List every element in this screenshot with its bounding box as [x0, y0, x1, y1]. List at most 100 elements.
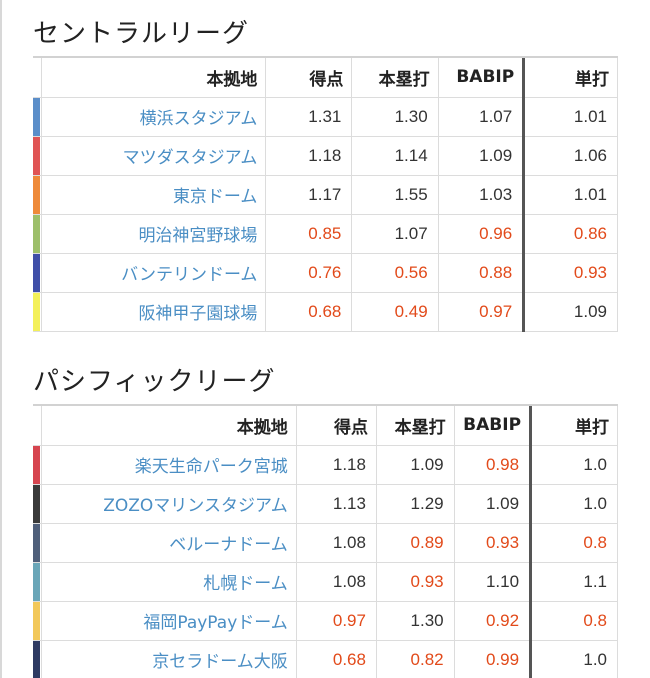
babip-value: 1.09	[438, 136, 526, 176]
runs-value: 0.68	[296, 640, 377, 678]
team-color-cell	[33, 640, 43, 678]
stadium-name-link[interactable]: バンテリンドーム	[41, 253, 267, 293]
header-runs[interactable]: 得点	[296, 406, 377, 446]
stadium-name-link[interactable]: 阪神甲子園球場	[41, 292, 267, 332]
singles-value: 1.0	[530, 640, 618, 678]
runs-value: 1.13	[296, 484, 377, 524]
team-color-cell	[33, 97, 43, 137]
stadium-name-link[interactable]: 明治神宮野球場	[41, 214, 267, 254]
singles-value: 1.1	[530, 562, 618, 602]
runs-value: 1.08	[296, 523, 377, 563]
team-color-cell	[33, 562, 43, 602]
runs-value: 1.18	[265, 136, 353, 176]
home-runs-value: 1.29	[376, 484, 455, 524]
runs-value: 0.97	[296, 601, 377, 641]
table-row[interactable]: 楽天生命パーク宮城 1.18 1.09 0.98 1.0	[33, 445, 618, 485]
stadium-name-link[interactable]: 京セラドーム大阪	[41, 640, 297, 678]
stadium-name-link[interactable]: ZOZOマリンスタジアム	[41, 484, 297, 524]
singles-value: 0.8	[530, 601, 618, 641]
singles-value: 1.06	[523, 136, 618, 176]
pacific-league-section: パシフィックリーグ 本拠地 得点 本塁打 BABIP 単打 楽天生命パーク宮城 1…	[33, 364, 650, 678]
central-league-title: セントラルリーグ	[33, 19, 250, 49]
pacific-league-table: 本拠地 得点 本塁打 BABIP 単打 楽天生命パーク宮城 1.18 1.09 0.9…	[33, 406, 618, 678]
babip-value: 0.98	[454, 445, 533, 485]
babip-value: 0.92	[454, 601, 533, 641]
team-color-swatch	[33, 562, 40, 600]
central-league-table-container[interactable]: 本拠地 得点 本塁打 BABIP 単打 横浜スタジアム 1.31 1.30 1.07 1…	[33, 56, 618, 332]
table-row[interactable]: 福岡PayPayドーム 0.97 1.30 0.92 0.8	[33, 601, 618, 641]
home-runs-value: 0.56	[351, 253, 439, 293]
stadium-name-link[interactable]: 東京ドーム	[41, 175, 267, 215]
team-color-cell	[33, 484, 43, 524]
header-babip[interactable]: BABIP	[454, 406, 533, 446]
runs-value: 1.31	[265, 97, 353, 137]
header-home-runs[interactable]: 本塁打	[376, 406, 455, 446]
runs-value: 1.17	[265, 175, 353, 215]
runs-value: 0.68	[265, 292, 353, 332]
runs-value: 1.18	[296, 445, 377, 485]
singles-value: 1.01	[523, 97, 618, 137]
home-runs-value: 0.82	[376, 640, 455, 678]
header-singles[interactable]: 単打	[530, 406, 618, 446]
table-row[interactable]: ZOZOマリンスタジアム 1.13 1.29 1.09 1.0	[33, 484, 618, 524]
babip-value: 0.88	[438, 253, 526, 293]
singles-value: 1.09	[523, 292, 618, 332]
home-runs-value: 1.30	[351, 97, 439, 137]
header-singles[interactable]: 単打	[523, 58, 618, 98]
home-runs-value: 0.49	[351, 292, 439, 332]
stadium-name-link[interactable]: 福岡PayPayドーム	[41, 601, 297, 641]
header-babip[interactable]: BABIP	[438, 58, 526, 98]
home-runs-value: 1.55	[351, 175, 439, 215]
babip-value: 0.93	[454, 523, 533, 563]
team-color-cell	[33, 601, 43, 641]
home-runs-value: 1.14	[351, 136, 439, 176]
team-color-swatch	[33, 292, 40, 330]
header-stadium[interactable]: 本拠地	[41, 406, 297, 446]
runs-value: 0.85	[265, 214, 353, 254]
header-home-runs[interactable]: 本塁打	[351, 58, 439, 98]
stadium-name-link[interactable]: 横浜スタジアム	[41, 97, 267, 137]
color-header-cell	[33, 58, 43, 98]
table-row[interactable]: バンテリンドーム 0.76 0.56 0.88 0.93	[33, 253, 618, 293]
page-edge-line	[0, 0, 2, 678]
table-row[interactable]: ベルーナドーム 1.08 0.89 0.93 0.8	[33, 523, 618, 563]
babip-value: 0.99	[454, 640, 533, 678]
pacific-league-table-container[interactable]: 本拠地 得点 本塁打 BABIP 単打 楽天生命パーク宮城 1.18 1.09 0.9…	[33, 404, 618, 678]
table-row[interactable]: 札幌ドーム 1.08 0.93 1.10 1.1	[33, 562, 618, 602]
stadium-name-link[interactable]: 楽天生命パーク宮城	[41, 445, 297, 485]
home-runs-value: 1.09	[376, 445, 455, 485]
table-row[interactable]: 阪神甲子園球場 0.68 0.49 0.97 1.09	[33, 292, 618, 332]
stadium-name-link[interactable]: ベルーナドーム	[41, 523, 297, 563]
table-row[interactable]: マツダスタジアム 1.18 1.14 1.09 1.06	[33, 136, 618, 176]
table-row[interactable]: 横浜スタジアム 1.31 1.30 1.07 1.01	[33, 97, 618, 137]
team-color-swatch	[33, 214, 40, 252]
central-league-section: セントラルリーグ 本拠地 得点 本塁打 BABIP 単打 横浜スタジアム 1.31…	[33, 16, 650, 332]
stadium-name-link[interactable]: 札幌ドーム	[41, 562, 297, 602]
team-color-swatch	[33, 253, 40, 291]
home-runs-value: 1.30	[376, 601, 455, 641]
stadium-name-link[interactable]: マツダスタジアム	[41, 136, 267, 176]
singles-value: 1.0	[530, 445, 618, 485]
table-row[interactable]: 東京ドーム 1.17 1.55 1.03 1.01	[33, 175, 618, 215]
team-color-cell	[33, 253, 43, 293]
team-color-swatch	[33, 601, 40, 639]
singles-value: 0.93	[523, 253, 618, 293]
team-color-swatch	[33, 640, 40, 678]
header-stadium[interactable]: 本拠地	[41, 58, 267, 98]
babip-value: 0.96	[438, 214, 526, 254]
singles-value: 1.01	[523, 175, 618, 215]
babip-value: 0.97	[438, 292, 526, 332]
table-row[interactable]: 京セラドーム大阪 0.68 0.82 0.99 1.0	[33, 640, 618, 678]
header-runs[interactable]: 得点	[265, 58, 353, 98]
babip-value: 1.07	[438, 97, 526, 137]
table-row[interactable]: 明治神宮野球場 0.85 1.07 0.96 0.86	[33, 214, 618, 254]
team-color-cell	[33, 445, 43, 485]
singles-value: 0.8	[530, 523, 618, 563]
team-color-cell	[33, 523, 43, 563]
babip-value: 1.03	[438, 175, 526, 215]
runs-value: 0.76	[265, 253, 353, 293]
singles-value: 0.86	[523, 214, 618, 254]
singles-value: 1.0	[530, 484, 618, 524]
team-color-cell	[33, 214, 43, 254]
team-color-cell	[33, 175, 43, 215]
